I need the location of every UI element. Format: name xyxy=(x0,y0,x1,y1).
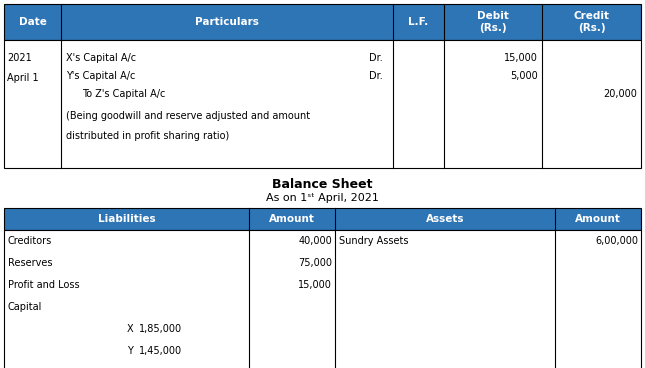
Text: To Z's Capital A/c: To Z's Capital A/c xyxy=(83,89,166,99)
Text: 5,000: 5,000 xyxy=(510,71,539,81)
Text: Sundry Assets: Sundry Assets xyxy=(339,236,409,246)
Text: L.F.: L.F. xyxy=(408,17,428,27)
Text: Dr.: Dr. xyxy=(368,71,382,81)
Text: 15,000: 15,000 xyxy=(504,53,539,63)
Text: 75,000: 75,000 xyxy=(298,258,332,268)
Text: X's Capital A/c: X's Capital A/c xyxy=(66,53,137,63)
Text: (Being goodwill and reserve adjusted and amount: (Being goodwill and reserve adjusted and… xyxy=(66,111,310,121)
Text: 20,000: 20,000 xyxy=(603,89,637,99)
Text: 1,85,000: 1,85,000 xyxy=(139,324,182,334)
Text: Particulars: Particulars xyxy=(195,17,259,27)
Text: X: X xyxy=(126,324,134,334)
Text: Profit and Loss: Profit and Loss xyxy=(8,280,79,290)
Bar xyxy=(4,40,641,168)
Text: Y: Y xyxy=(126,346,132,356)
Text: 2021: 2021 xyxy=(7,53,32,63)
Bar xyxy=(4,230,641,368)
Text: April 1: April 1 xyxy=(7,73,39,83)
Bar xyxy=(4,4,641,40)
Text: distributed in profit sharing ratio): distributed in profit sharing ratio) xyxy=(66,131,230,141)
Text: Credit
(Rs.): Credit (Rs.) xyxy=(573,11,610,33)
Text: Reserves: Reserves xyxy=(8,258,52,268)
Text: Amount: Amount xyxy=(575,214,621,224)
Bar xyxy=(4,208,641,230)
Text: Creditors: Creditors xyxy=(8,236,52,246)
Text: Date: Date xyxy=(19,17,46,27)
Text: 40,000: 40,000 xyxy=(299,236,332,246)
Text: Dr.: Dr. xyxy=(368,53,382,63)
Text: As on 1ˢᵗ April, 2021: As on 1ˢᵗ April, 2021 xyxy=(266,193,379,203)
Text: 15,000: 15,000 xyxy=(299,280,332,290)
Text: 1,45,000: 1,45,000 xyxy=(139,346,182,356)
Text: Debit
(Rs.): Debit (Rs.) xyxy=(477,11,509,33)
Text: Capital: Capital xyxy=(8,302,43,312)
Text: Assets: Assets xyxy=(426,214,464,224)
Text: Y's Capital A/c: Y's Capital A/c xyxy=(66,71,135,81)
Text: Liabilities: Liabilities xyxy=(98,214,155,224)
Text: Balance Sheet: Balance Sheet xyxy=(272,177,373,191)
Text: Amount: Amount xyxy=(270,214,315,224)
Text: 6,00,000: 6,00,000 xyxy=(595,236,638,246)
